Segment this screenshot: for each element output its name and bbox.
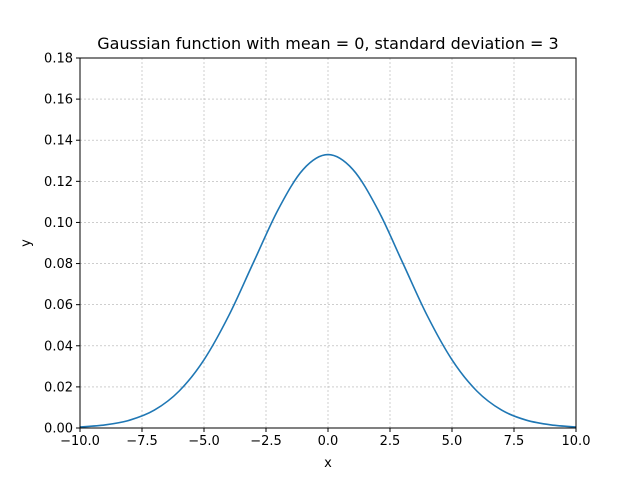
x-axis-label: x (324, 456, 332, 471)
data-point-0-12 (376, 208, 378, 210)
y-tick-label-4: 0.08 (44, 257, 73, 272)
data-point-0-13 (401, 261, 403, 263)
data-point-0-19 (550, 424, 552, 426)
x-tick-label-5: 2.5 (380, 434, 401, 449)
x-tick-label-8: 10.0 (562, 434, 591, 449)
y-tick-label-2: 0.04 (44, 339, 73, 354)
x-axis-ticks: −10.0 −7.5 −5.0 −2.5 0.0 2.5 5.0 7.5 10.0 (60, 428, 590, 449)
y-tick-label-5: 0.10 (44, 216, 73, 231)
x-tick-label-4: 0.0 (318, 434, 339, 449)
data-point-0-11 (352, 168, 354, 170)
data-point-0-6 (228, 314, 230, 316)
x-tick-label-2: −5.0 (188, 434, 220, 449)
y-tick-label-1: 0.02 (44, 380, 73, 395)
y-tick-label-3: 0.06 (44, 298, 73, 313)
x-tick-label-0: −10.0 (60, 434, 100, 449)
data-point-0-16 (476, 390, 478, 392)
data-point-0-2 (128, 419, 130, 421)
y-tick-label-9: 0.18 (44, 52, 73, 67)
data-point-0-3 (153, 409, 155, 411)
data-point-0-1 (104, 424, 106, 426)
chart-title: Gaussian function with mean = 0, standar… (97, 34, 558, 53)
data-point-0-9 (302, 168, 304, 170)
y-tick-label-7: 0.14 (44, 134, 73, 149)
data-point-0-17 (500, 409, 502, 411)
data-point-0-15 (451, 359, 453, 361)
y-axis-label: y (19, 239, 34, 247)
x-tick-label-1: −7.5 (126, 434, 158, 449)
series-layer (79, 153, 577, 428)
data-point-0-14 (426, 314, 428, 316)
series-line-0 (79, 153, 577, 428)
data-point-0-4 (178, 390, 180, 392)
y-tick-label-6: 0.12 (44, 175, 73, 190)
data-point-0-5 (203, 359, 205, 361)
data-point-0-18 (525, 419, 527, 421)
y-axis-ticks: 0.00 0.02 0.04 0.06 0.08 0.10 0.12 0.14 0.16 0.18 (44, 52, 80, 437)
x-tick-label-6: 5.0 (442, 434, 463, 449)
data-point-0-8 (277, 208, 279, 210)
data-point-0-7 (252, 261, 254, 263)
x-tick-label-3: −2.5 (250, 434, 282, 449)
y-tick-label-0: 0.00 (44, 422, 73, 437)
x-tick-label-7: 7.5 (504, 434, 525, 449)
data-point-0-10 (327, 153, 329, 155)
y-tick-label-8: 0.16 (44, 93, 73, 108)
grid-lines (79, 57, 577, 429)
